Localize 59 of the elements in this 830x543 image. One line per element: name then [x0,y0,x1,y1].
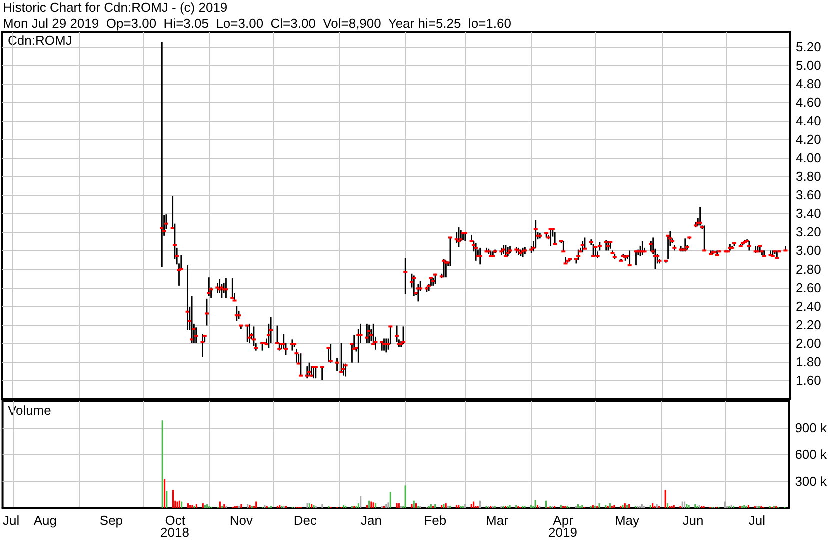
y-tick-label: 4.80 [796,76,822,92]
candlestick [320,366,324,382]
y-tick-label: 4.40 [796,113,822,128]
y-tick-label: 1.60 [796,372,822,388]
y-tick-label: 4.20 [796,132,822,148]
candlestick [576,249,581,261]
annotation: Volume [8,403,52,418]
y-tick-label: 2.00 [796,336,822,351]
candlestick [404,257,408,295]
candlestick [224,278,228,299]
y-tick-label: 2.20 [796,317,822,332]
y-tick-label: 3.40 [796,206,822,222]
y-tick-label: 5.00 [796,58,822,73]
candlestick [205,298,210,326]
candlestick [395,325,400,344]
y-tick-label: 900 k [795,420,828,436]
candlestick [314,366,318,380]
candlestick [582,237,587,250]
x-tick-label: Jul [748,513,766,528]
x-tick-label: Oct [165,513,186,528]
candlestick [456,226,461,248]
annotation: Cdn:ROMJ [8,33,72,48]
x-tick-label: Jul [2,513,20,528]
y-tick-label: 4.00 [796,150,822,166]
chart-title: Historic Chart for Cdn:ROMJ - (c) 2019 [3,0,228,15]
y-tick-label: 2.80 [796,262,822,277]
candlestick [269,316,274,344]
x-tick-label: Sep [100,513,124,528]
text: 2018 [160,525,190,540]
candlestick [200,333,205,358]
y-tick-label: 3.80 [796,169,822,184]
x-tick-label: Apr [553,513,574,528]
candlestick [592,244,596,258]
candlestick [328,344,333,364]
y-tick-label: 1.80 [796,354,822,370]
x-tick-label: Jan [360,513,382,528]
y-tick-label: 5.20 [796,39,822,54]
candlestick [553,231,558,246]
candlestick [504,244,508,258]
text: 2019 [548,525,578,540]
x-tick-label: Jun [682,513,704,528]
y-tick-label: 2.40 [796,298,822,314]
candlestick [401,326,406,346]
x-tick-label: Mar [486,513,510,528]
y-tick-label: 3.20 [796,224,822,240]
y-tick-label: 2.60 [796,280,822,296]
y-tick-label: 300 k [795,474,828,489]
candlestick [305,366,310,380]
chart-subtitle: Mon Jul 29 2019 Op=3.00 Hi=3.05 Lo=3.00 Cl=3.00 Vol=8,900 Year hi=5.25 lo=1.60 [3,16,512,31]
x-tick-label: Nov [230,513,254,528]
x-tick-label: May [614,513,640,528]
x-tick-label: Aug [34,513,57,528]
candlestick [298,352,303,377]
x-tick-label: Dec [294,513,318,528]
y-tick-label: 3.00 [796,243,822,258]
y-tick-label: 4.60 [796,94,822,110]
y-tick-label: 600 k [795,447,828,462]
x-tick-label: Feb [424,513,447,528]
y-tick-label: 3.60 [796,188,822,203]
